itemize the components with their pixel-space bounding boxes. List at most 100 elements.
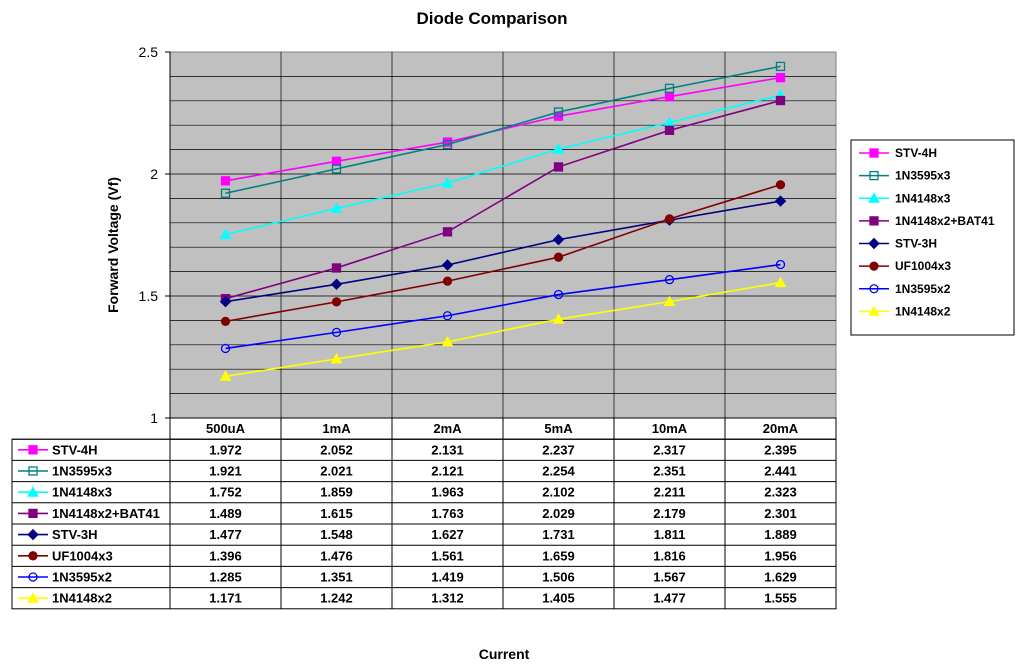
table-cell-value: 1.731 bbox=[542, 527, 575, 542]
table-series-name: 1N3595x3 bbox=[52, 464, 112, 479]
y-tick-label: 1 bbox=[150, 410, 158, 426]
legend-marker bbox=[869, 216, 879, 226]
table-cell-value: 2.102 bbox=[542, 485, 575, 500]
data-point bbox=[663, 295, 676, 307]
legend-marker bbox=[868, 305, 880, 316]
legend-label: STV-4H bbox=[895, 146, 937, 160]
series-line-1N3595x3 bbox=[225, 65, 781, 195]
table-legend-marker bbox=[28, 508, 38, 519]
table-cell-value: 2.131 bbox=[431, 442, 464, 457]
legend-label: 1N4148x2+BAT41 bbox=[895, 214, 995, 228]
data-point bbox=[775, 72, 786, 83]
series-line-STV-4H bbox=[225, 76, 781, 182]
table-cell-value: 1.972 bbox=[209, 442, 242, 457]
data-point bbox=[219, 295, 232, 308]
data-point bbox=[331, 263, 342, 273]
data-point bbox=[775, 259, 786, 270]
data-point bbox=[664, 275, 675, 285]
data-point bbox=[442, 311, 453, 321]
data-point bbox=[330, 352, 343, 364]
table-cell-value: 1.506 bbox=[542, 570, 575, 585]
series-line-1N4148x3 bbox=[225, 94, 781, 236]
table-cell-value: 1.752 bbox=[209, 485, 242, 500]
legend-marker bbox=[869, 261, 879, 271]
data-point bbox=[774, 276, 787, 288]
table-cell-value: 2.395 bbox=[764, 442, 797, 457]
data-point bbox=[775, 180, 786, 190]
legend-label: STV-3H bbox=[895, 237, 937, 251]
series-line-1N3595x2 bbox=[225, 263, 781, 350]
table-cell-value: 1.627 bbox=[431, 527, 464, 542]
chart-title: Diode Comparison bbox=[416, 9, 567, 28]
data-point bbox=[330, 278, 343, 290]
data-point bbox=[220, 188, 231, 198]
table-cell-value: 1.477 bbox=[209, 527, 242, 542]
table-cell-value: 2.441 bbox=[764, 464, 797, 479]
x-category-label: 1mA bbox=[322, 421, 351, 436]
table-cell-value: 2.021 bbox=[320, 464, 353, 479]
data-point bbox=[664, 92, 675, 102]
legend-marker bbox=[868, 192, 880, 203]
table-cell-value: 1.396 bbox=[209, 548, 242, 563]
x-category-label: 5mA bbox=[544, 421, 573, 436]
table-cell-value: 2.029 bbox=[542, 506, 575, 521]
table-legend-marker bbox=[27, 528, 39, 541]
table-cell-value: 2.179 bbox=[653, 506, 686, 521]
data-point bbox=[441, 335, 454, 347]
table-cell-value: 1.963 bbox=[431, 485, 464, 500]
data-point bbox=[219, 370, 232, 381]
table-cell-value: 1.555 bbox=[764, 591, 797, 606]
table-series-name: STV-3H bbox=[52, 527, 98, 542]
table-cell-value: 1.629 bbox=[764, 570, 797, 585]
table-cell-value: 1.171 bbox=[209, 591, 242, 606]
table-legend-marker bbox=[28, 572, 38, 582]
table-cell-value: 2.301 bbox=[764, 506, 797, 521]
legend-label: 1N3595x3 bbox=[895, 169, 951, 183]
data-point bbox=[552, 143, 565, 154]
table-legend-marker bbox=[28, 551, 38, 561]
legend-label: UF1004x3 bbox=[895, 259, 951, 273]
table-cell-value: 1.476 bbox=[320, 548, 353, 563]
x-category-label: 500uA bbox=[206, 421, 246, 436]
table-legend-marker bbox=[28, 445, 38, 455]
table-legend-marker bbox=[28, 466, 38, 476]
table-cell-value: 1.763 bbox=[431, 506, 464, 521]
data-point bbox=[775, 95, 786, 106]
table-cell-value: 1.419 bbox=[431, 570, 464, 585]
table-cell-value: 1.242 bbox=[320, 591, 353, 606]
table-series-name: 1N3595x2 bbox=[52, 570, 112, 585]
table-series-name: 1N4148x2+BAT41 bbox=[52, 506, 160, 521]
table-cell-value: 2.351 bbox=[653, 464, 686, 479]
table-cell-value: 2.317 bbox=[653, 442, 686, 457]
legend: STV-4H 1N3595x3 1N4148x3 1N4148x2+BAT41 STV-… bbox=[850, 139, 1015, 336]
table-cell-value: 2.121 bbox=[431, 464, 464, 479]
y-axis-label: Forward Voltage (Vf) bbox=[105, 177, 121, 313]
data-point bbox=[330, 202, 343, 213]
table-series-name: UF1004x3 bbox=[52, 548, 113, 563]
data-point bbox=[774, 195, 787, 207]
table-cell-value: 1.477 bbox=[653, 591, 686, 606]
legend-marker bbox=[868, 237, 880, 250]
data-point bbox=[552, 233, 565, 246]
table-legend-marker bbox=[27, 486, 39, 497]
table-series-name: STV-4H bbox=[52, 442, 98, 457]
series-line-STV-3H bbox=[225, 200, 781, 303]
data-point bbox=[331, 156, 342, 166]
legend-label: 1N4148x3 bbox=[895, 191, 951, 205]
legend-label: 1N3595x2 bbox=[895, 282, 951, 296]
data-table: 500uA 1mA 2mA 5mA 10mA 20mA STV-4H 1.972 2.052 2.… bbox=[11, 417, 837, 610]
data-point bbox=[220, 343, 231, 354]
series-line-1N4148x2 bbox=[225, 281, 781, 378]
table-cell-value: 1.351 bbox=[320, 570, 353, 585]
data-point bbox=[441, 176, 454, 188]
data-point bbox=[553, 289, 564, 300]
table-cell-value: 2.052 bbox=[320, 442, 353, 457]
table-cell-value: 2.323 bbox=[764, 485, 797, 500]
data-point bbox=[331, 327, 342, 338]
legend-marker bbox=[869, 284, 879, 294]
data-point bbox=[441, 259, 454, 271]
data-point bbox=[220, 316, 231, 327]
y-tick-label: 2 bbox=[150, 166, 158, 182]
data-point bbox=[553, 252, 564, 262]
